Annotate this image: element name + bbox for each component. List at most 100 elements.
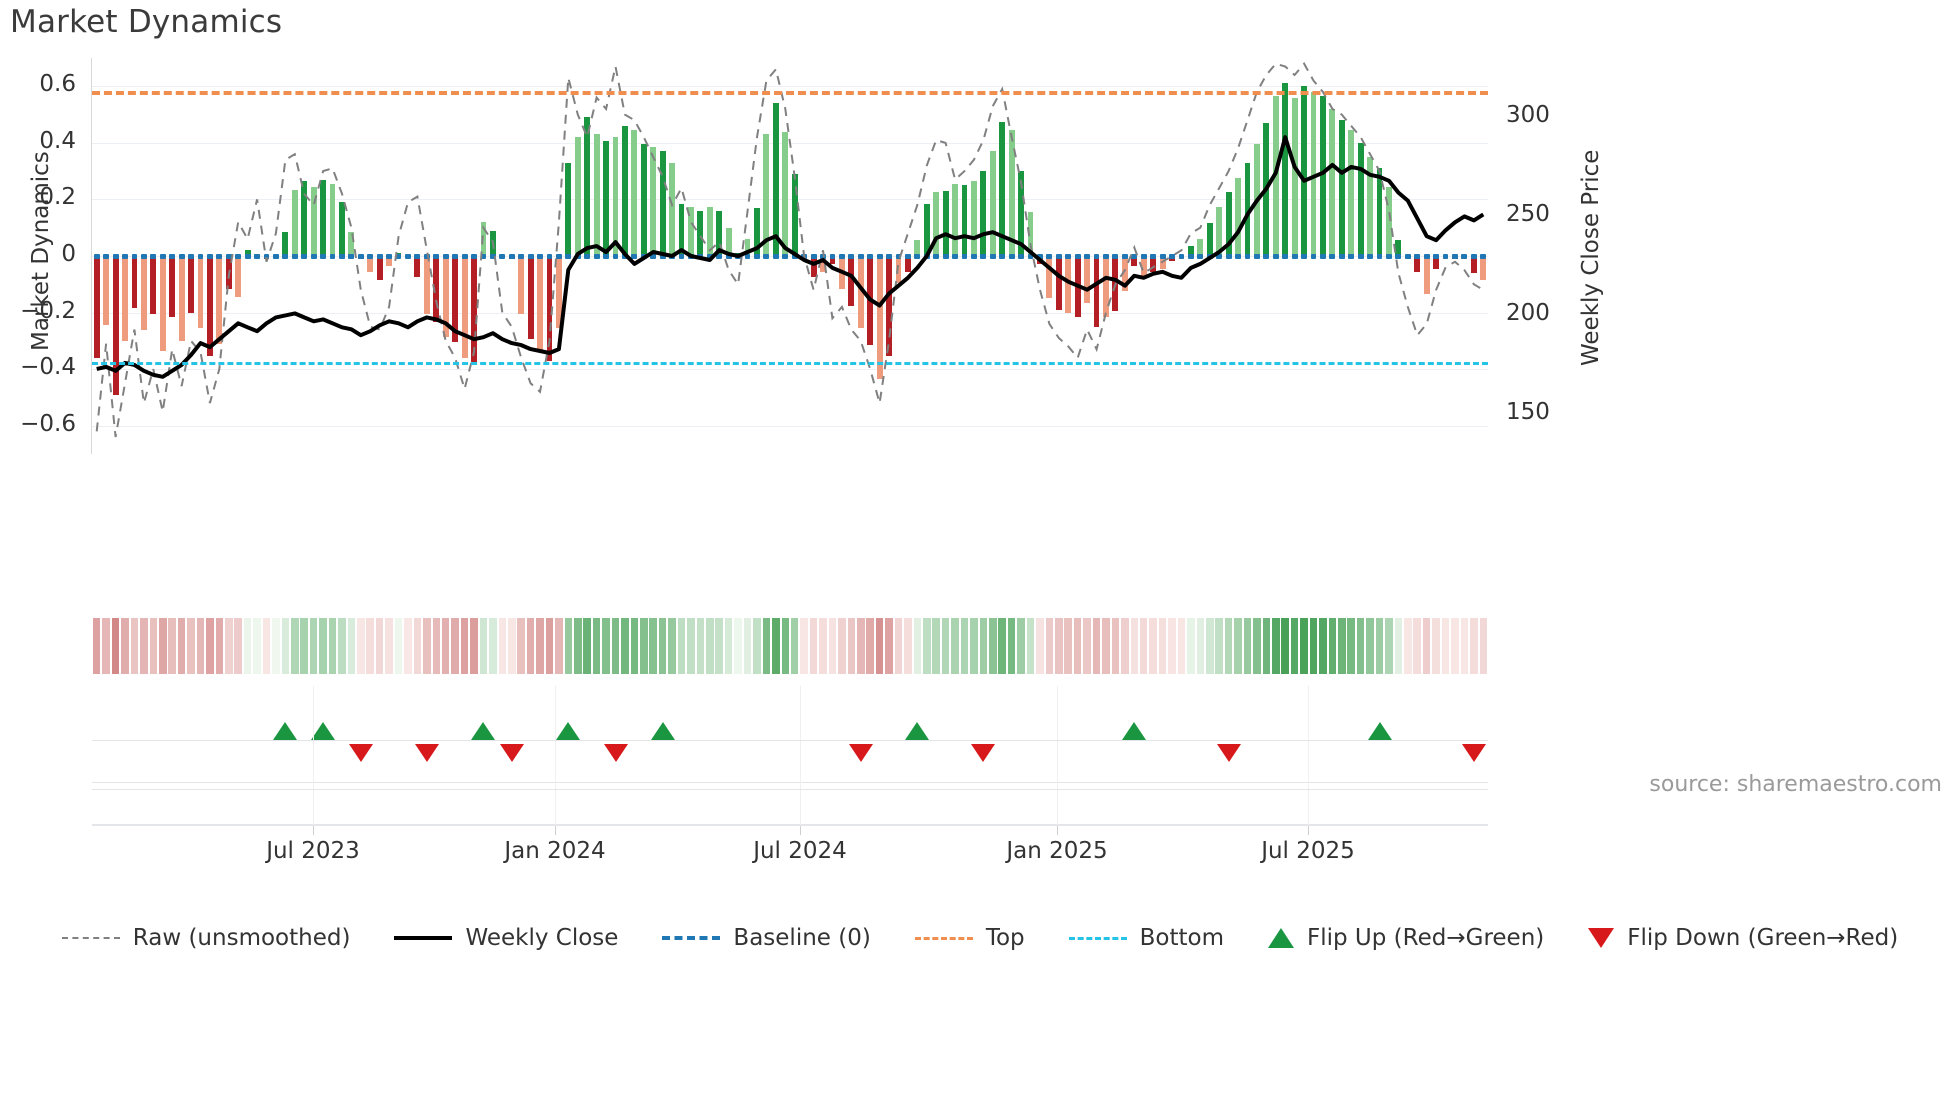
heatmap-cell xyxy=(1470,618,1478,674)
legend-item[interactable]: Raw (unsmoothed) xyxy=(61,925,350,951)
flip-up-marker[interactable] xyxy=(905,722,930,740)
flip-down-marker[interactable] xyxy=(1461,744,1486,762)
heatmap-cell xyxy=(1404,618,1412,674)
heatmap-cell xyxy=(1234,618,1242,674)
baseline-dash xyxy=(1216,253,1223,259)
baseline-dash xyxy=(999,253,1006,259)
heatmap-cell xyxy=(224,618,233,674)
heatmap-cell xyxy=(1243,618,1252,674)
baseline-dash xyxy=(1310,253,1317,259)
heatmap-cell xyxy=(1422,618,1431,674)
heatmap-cell xyxy=(847,618,856,674)
y-tick-left: −0.4 xyxy=(20,354,76,381)
heatmap-cell xyxy=(262,618,271,674)
legend-item[interactable]: Flip Down (Green→Red) xyxy=(1588,925,1898,951)
heatmap-cell xyxy=(885,618,893,674)
x-guide xyxy=(1308,686,1309,826)
red-down-triangle-icon xyxy=(1588,928,1615,948)
heatmap-cell xyxy=(121,618,129,674)
heatmap-cell xyxy=(1366,618,1374,674)
legend-item[interactable]: Flip Up (Red→Green) xyxy=(1268,925,1544,951)
baseline-dash xyxy=(1235,253,1241,259)
legend-item[interactable]: Bottom xyxy=(1068,925,1224,951)
flip-up-marker[interactable] xyxy=(273,722,298,740)
baseline-dash xyxy=(1187,253,1194,259)
baseline-dash xyxy=(1055,253,1062,259)
bar xyxy=(1282,83,1289,256)
bar xyxy=(942,190,949,256)
heatmap-cell xyxy=(658,618,667,674)
legend-item[interactable]: Baseline (0) xyxy=(662,925,871,951)
flip-down-marker[interactable] xyxy=(499,744,524,762)
baseline-dash xyxy=(1452,253,1458,259)
bar xyxy=(414,256,421,278)
flip-up-marker[interactable] xyxy=(1122,722,1147,740)
baseline-dash xyxy=(678,253,685,259)
flip-down-marker[interactable] xyxy=(1216,744,1241,762)
heatmap-cell xyxy=(1045,618,1054,674)
heatmap-cell xyxy=(932,618,940,674)
heatmap-cell xyxy=(649,618,657,674)
heatmap-cell xyxy=(979,618,988,674)
heatmap-cell xyxy=(1413,618,1421,674)
flip-down-marker[interactable] xyxy=(848,744,873,762)
heatmap-cell xyxy=(347,618,356,674)
flip-down-marker[interactable] xyxy=(414,744,439,762)
baseline-dash xyxy=(546,253,553,259)
heatmap-cell xyxy=(706,618,714,674)
baseline-dash xyxy=(235,253,242,259)
heatmap-cell xyxy=(696,618,705,674)
flip-up-marker[interactable] xyxy=(556,722,581,740)
heatmap-cell xyxy=(300,618,308,674)
heatmap-cell xyxy=(489,618,497,674)
legend-item[interactable]: Weekly Close xyxy=(394,925,618,951)
flip-down-marker[interactable] xyxy=(971,744,996,762)
bar xyxy=(971,181,977,256)
heatmap-cell xyxy=(234,618,242,674)
baseline-dash xyxy=(254,253,260,259)
bar xyxy=(622,125,628,256)
bar xyxy=(206,256,213,357)
baseline-dash xyxy=(1263,253,1270,259)
flip-up-marker[interactable] xyxy=(650,722,675,740)
baseline-dash xyxy=(357,253,364,259)
heatmap-cell xyxy=(1394,618,1403,674)
flip-up-marker[interactable] xyxy=(471,722,496,740)
bar xyxy=(433,256,440,323)
flip-up-marker[interactable] xyxy=(1367,722,1392,740)
panel-rule xyxy=(92,740,1488,741)
heatmap-cell xyxy=(1102,618,1110,674)
bar xyxy=(1386,186,1392,256)
baseline-dash xyxy=(537,253,543,259)
heatmap-cell xyxy=(1168,618,1176,674)
baseline-dash xyxy=(480,253,487,259)
baseline-dash xyxy=(461,253,468,259)
heatmap-cell xyxy=(1319,618,1327,674)
flip-down-marker[interactable] xyxy=(348,744,373,762)
baseline-dash xyxy=(499,253,506,259)
heatmap-cell xyxy=(498,618,507,674)
source-attribution: source: sharemaestro.com xyxy=(1649,772,1942,797)
baseline-dash xyxy=(188,253,194,259)
baseline-dash xyxy=(518,253,525,259)
legend-item[interactable]: Top xyxy=(914,925,1025,951)
flip-down-marker[interactable] xyxy=(603,744,628,762)
heatmap-cell xyxy=(243,618,252,674)
heatmap-cell xyxy=(1111,618,1120,674)
flip-up-marker[interactable] xyxy=(311,722,336,740)
heatmap-cell xyxy=(460,618,469,674)
bar xyxy=(1008,130,1015,256)
heatmap-cell xyxy=(1479,618,1488,674)
baseline-dash xyxy=(112,253,119,259)
baseline-dash xyxy=(857,253,864,259)
heatmap-cell xyxy=(743,618,752,674)
baseline-dash xyxy=(565,253,572,259)
heatmap-cell xyxy=(1271,618,1280,674)
heatmap-cell xyxy=(413,618,422,674)
heatmap-cell xyxy=(366,618,374,674)
bar xyxy=(754,207,760,256)
bar xyxy=(555,256,562,329)
heatmap-cell xyxy=(1215,618,1223,674)
bar xyxy=(169,256,176,317)
baseline-dash xyxy=(593,253,600,259)
